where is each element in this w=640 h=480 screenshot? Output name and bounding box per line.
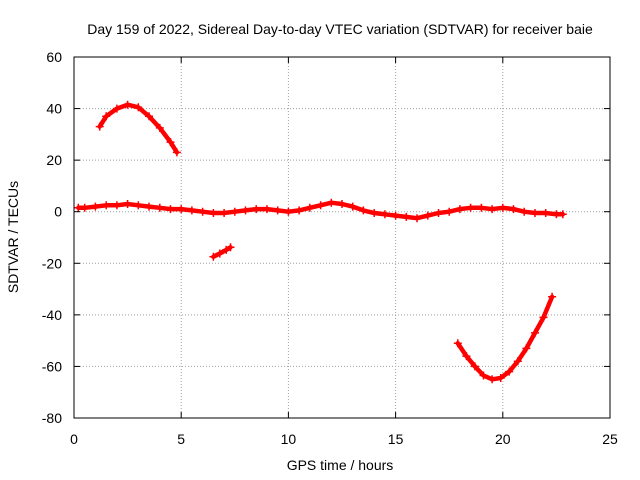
data-point <box>479 371 488 380</box>
data-point <box>102 201 111 210</box>
chart-title: Day 159 of 2022, Sidereal Day-to-day VTE… <box>87 21 593 37</box>
data-point <box>145 112 153 121</box>
data-point <box>209 209 218 217</box>
data-point <box>445 207 454 216</box>
data-point <box>241 206 250 215</box>
data-point <box>112 104 121 113</box>
y-tick-label: 60 <box>46 49 62 65</box>
data-point <box>348 202 357 211</box>
data-point <box>522 344 531 353</box>
data-point <box>305 203 314 212</box>
data-point <box>541 209 550 217</box>
data-point <box>166 138 175 147</box>
x-tick-label: 25 <box>602 431 618 447</box>
data-point <box>209 252 218 261</box>
x-axis-label: GPS time / hours <box>287 457 394 473</box>
x-tick-label: 20 <box>495 431 511 447</box>
data-point <box>230 207 239 216</box>
data-point <box>338 200 346 208</box>
data-points <box>74 100 567 384</box>
data-point <box>466 203 475 212</box>
series-band <box>455 294 555 382</box>
data-point <box>145 202 153 211</box>
data-point <box>316 201 325 210</box>
data-point <box>295 206 304 215</box>
data-point <box>166 205 175 214</box>
data-point <box>220 209 229 217</box>
data-point <box>488 375 497 384</box>
data-point <box>198 207 207 216</box>
data-point <box>102 112 111 121</box>
data-point <box>558 210 567 219</box>
data-point <box>498 203 507 212</box>
y-axis-label: SDTVAR / TECUs <box>5 181 21 293</box>
plot-frame <box>73 56 611 419</box>
data-point <box>509 205 518 214</box>
data-point <box>123 200 132 208</box>
y-tick-label: 40 <box>46 101 62 117</box>
data-point <box>177 205 186 214</box>
data-point <box>531 209 539 217</box>
data-point <box>226 243 235 252</box>
data-point <box>370 209 379 217</box>
y-tick-label: 20 <box>46 152 62 168</box>
data-point <box>95 122 104 131</box>
data-point <box>187 206 196 215</box>
data-point <box>380 210 389 219</box>
data-point <box>155 123 164 132</box>
data-point <box>496 374 505 382</box>
data-point <box>453 339 462 348</box>
data-point <box>327 198 336 207</box>
data-point <box>359 206 368 215</box>
grid-lines <box>74 57 610 418</box>
x-tick-label: 5 <box>177 431 185 447</box>
series-baseline <box>74 198 567 223</box>
data-point <box>215 249 224 258</box>
data-point <box>284 207 293 216</box>
axis-ticks: 0 5 10 15 20 25 -80 -60 -40 -20 0 20 40 60 <box>42 49 618 447</box>
data-point <box>520 207 529 216</box>
data-point <box>488 205 497 214</box>
data-point <box>477 203 486 212</box>
data-point <box>123 100 132 109</box>
data-point <box>80 203 89 212</box>
data-point <box>513 357 522 366</box>
data-point <box>548 292 557 301</box>
data-point <box>134 103 143 112</box>
data-point <box>273 206 282 215</box>
data-point <box>423 211 432 220</box>
data-point <box>531 328 539 337</box>
y-tick-label: -80 <box>42 410 62 426</box>
series-band <box>211 245 233 260</box>
data-point <box>539 313 548 322</box>
series-band <box>97 102 180 155</box>
series-arc-early <box>95 100 181 157</box>
data-point <box>263 205 271 214</box>
data-point <box>252 205 261 214</box>
x-tick-label: 10 <box>281 431 297 447</box>
y-tick-label: -20 <box>42 255 62 271</box>
data-point <box>172 148 181 157</box>
data-point <box>402 212 411 221</box>
data-point <box>505 367 514 376</box>
data-point <box>470 362 479 371</box>
y-tick-label: -40 <box>42 307 62 323</box>
data-point <box>134 201 143 210</box>
x-tick-label: 15 <box>388 431 404 447</box>
data-point <box>455 205 464 214</box>
series-short-segment <box>209 243 235 261</box>
data-point <box>413 214 421 223</box>
data-point <box>112 201 121 210</box>
series-arc-late <box>453 292 557 384</box>
data-point <box>222 245 231 254</box>
y-tick-label: 0 <box>54 204 62 220</box>
data-point <box>155 203 164 212</box>
data-point <box>91 202 100 211</box>
data-point <box>391 211 400 220</box>
data-point <box>434 209 443 217</box>
x-tick-label: 0 <box>70 431 78 447</box>
y-tick-label: -60 <box>42 358 62 374</box>
data-point <box>462 352 471 361</box>
